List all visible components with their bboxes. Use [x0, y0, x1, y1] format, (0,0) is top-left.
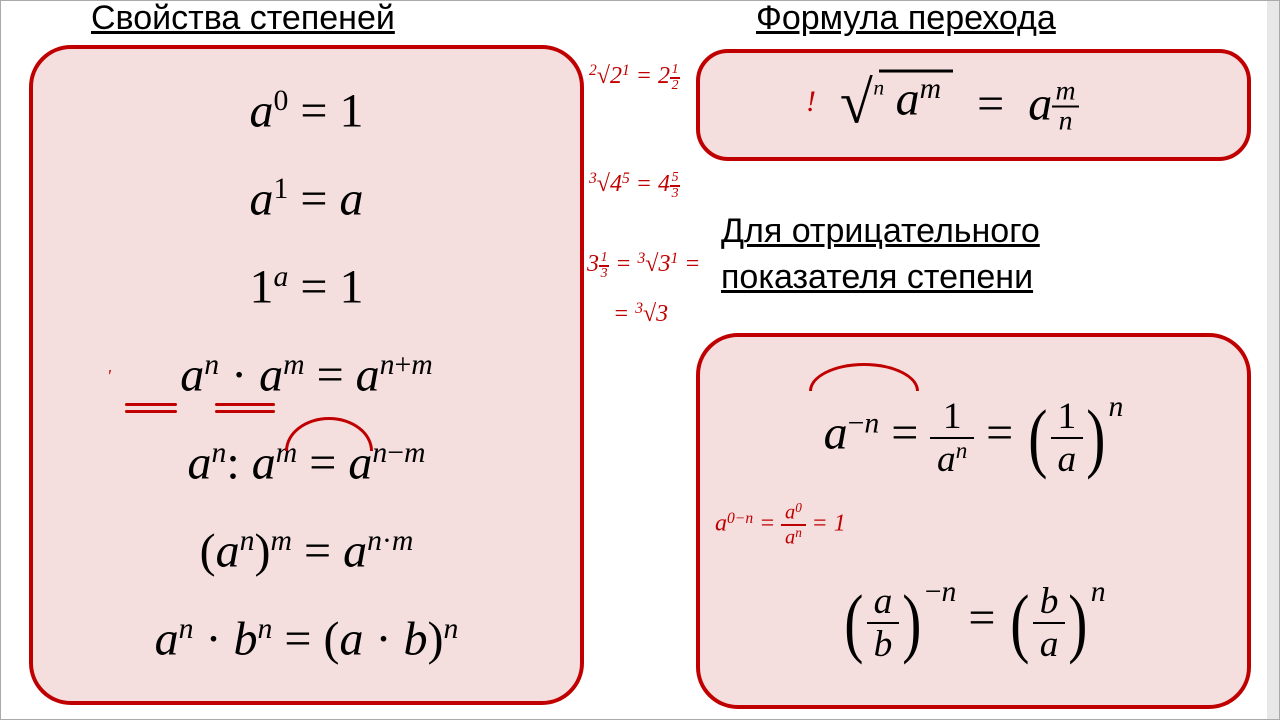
- neg1-pnum: 1: [1051, 396, 1083, 437]
- hand-dot-left: ': [107, 367, 111, 385]
- hand-underline-2b: [215, 410, 275, 413]
- hand-ex2: 3√45 = 453: [589, 171, 680, 201]
- exp-num: m: [1052, 78, 1079, 106]
- box-properties: a0 = 1 a1 = a 1a = 1 an · am = an+m an: …: [29, 45, 584, 705]
- hand-neg-work: a0−n = a0 an = 1: [715, 501, 846, 549]
- neg1-num: 1: [930, 396, 974, 437]
- neg-rule-1: a−n = 1 an = ( 1 a )n: [700, 392, 1247, 480]
- heading-neg-line2: показателя степени: [721, 258, 1033, 296]
- rule-a0: a0 = 1: [250, 86, 364, 135]
- right-gutter: [1267, 1, 1279, 719]
- transition-formula: n √ am = a m n: [700, 75, 1247, 136]
- hand-ex3b: = 3√3: [613, 301, 668, 326]
- rule-same-exponent: an · bn = (a · b)n: [155, 614, 459, 663]
- hand-underline-2a: [215, 403, 275, 406]
- heading-transition: Формула перехода: [756, 0, 1056, 38]
- heading-negative: Для отрицательного показателя степени: [721, 209, 1040, 301]
- rule-product: an · am = an+m: [180, 350, 433, 399]
- rule-a1: a1 = a: [250, 174, 364, 223]
- hand-underline-1a: [125, 403, 177, 406]
- exp-den: n: [1052, 106, 1079, 136]
- hand-underline-1b: [125, 410, 177, 413]
- neg-rule-2: ( a b )−n = ( b a )n: [700, 577, 1247, 665]
- box-transition: n √ am = a m n: [696, 49, 1251, 161]
- heading-neg-line1: Для отрицательного: [721, 212, 1040, 250]
- properties-formula-stack: a0 = 1 a1 = a 1a = 1 an · am = an+m an: …: [33, 67, 580, 683]
- rule-1a: 1a = 1: [250, 262, 364, 311]
- hand-ex1: 2√21 = 212: [589, 63, 680, 93]
- hand-ex3a: 313 = 3√31 =: [587, 251, 700, 281]
- hand-bang: !: [806, 87, 816, 117]
- heading-properties: Свойства степеней: [91, 0, 395, 38]
- rule-power-of-power: (an)m = an·m: [200, 526, 414, 575]
